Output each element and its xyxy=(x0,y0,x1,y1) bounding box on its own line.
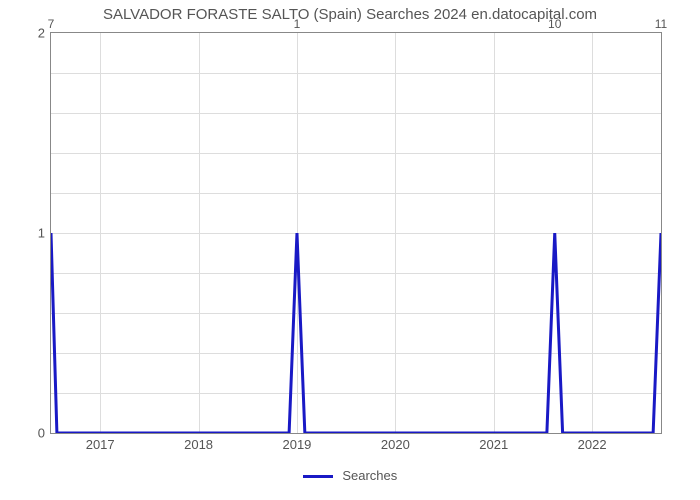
x-tick-label: 2017 xyxy=(86,437,115,452)
count-label: 11 xyxy=(655,17,667,31)
line-layer xyxy=(51,33,661,433)
x-tick-label: 2022 xyxy=(578,437,607,452)
series-line xyxy=(51,233,661,433)
chart-title: SALVADOR FORASTE SALTO (Spain) Searches … xyxy=(0,6,700,23)
chart-container: { "chart": { "type": "line", "title": "S… xyxy=(0,0,700,500)
y-tick-label: 1 xyxy=(15,226,45,241)
x-tick-label: 2018 xyxy=(184,437,213,452)
count-label: 1 xyxy=(294,17,301,31)
legend-swatch xyxy=(303,475,333,478)
legend: Searches xyxy=(0,468,700,483)
y-tick-label: 0 xyxy=(15,426,45,441)
count-label: 7 xyxy=(48,17,55,31)
y-tick-label: 2 xyxy=(15,26,45,41)
count-label: 10 xyxy=(548,17,561,31)
plot-area: 012201720182019202020212022711011 xyxy=(50,32,662,434)
x-tick-label: 2021 xyxy=(479,437,508,452)
legend-label: Searches xyxy=(342,468,397,483)
x-tick-label: 2019 xyxy=(282,437,311,452)
x-tick-label: 2020 xyxy=(381,437,410,452)
